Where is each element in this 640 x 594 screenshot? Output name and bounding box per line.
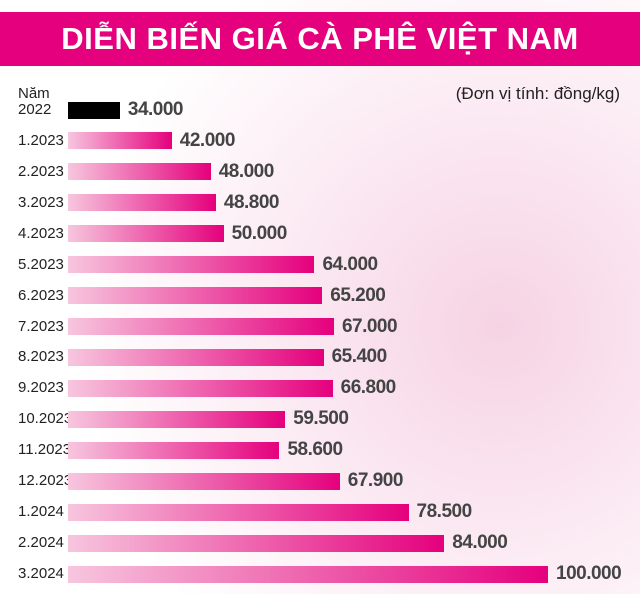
value-label: 64.000	[322, 253, 378, 275]
bar	[68, 225, 224, 243]
chart-title: DIỄN BIẾN GIÁ CÀ PHÊ VIỆT NAM	[0, 12, 640, 66]
bar	[68, 194, 216, 212]
category-label: 3.2023	[18, 193, 64, 211]
value-label: 67.900	[347, 470, 404, 492]
value-label: 59.500	[293, 408, 349, 430]
category-label: 1.2023	[18, 131, 64, 149]
category-label: 1.2024	[18, 503, 64, 521]
bar	[68, 256, 315, 274]
category-label: 3.2024	[18, 565, 64, 582]
bar	[68, 287, 323, 305]
bar	[68, 379, 333, 397]
bar	[68, 163, 211, 181]
bar	[68, 101, 120, 119]
category-label: 7.2023	[18, 317, 64, 335]
bar	[68, 441, 280, 459]
bar	[68, 410, 286, 428]
unit-note: (Đơn vị tính: đồng/kg)	[455, 84, 620, 103]
value-label: 50.000	[231, 222, 288, 244]
bar	[68, 318, 334, 336]
category-label: Năm 2022	[18, 85, 52, 118]
bar	[68, 132, 172, 150]
category-label: 2.2023	[18, 162, 64, 180]
category-label: 2.2024	[18, 534, 64, 552]
value-label: 42.000	[179, 129, 236, 151]
bar	[68, 472, 340, 490]
value-label: 84.000	[452, 532, 508, 554]
category-label: 5.2023	[18, 255, 64, 273]
value-label: 65.200	[330, 284, 386, 306]
value-label: 48.000	[218, 160, 275, 182]
value-label: 58.600	[287, 439, 343, 461]
value-label: 66.800	[340, 377, 397, 399]
value-label: 100.000	[556, 563, 622, 584]
value-label: 67.000	[341, 315, 398, 337]
value-label: 48.800	[223, 191, 280, 213]
bar	[68, 565, 548, 583]
category-label: 8.2023	[18, 348, 64, 366]
category-label: 10.2023	[18, 410, 73, 428]
value-label: 78.500	[416, 501, 473, 523]
category-label: 4.2023	[18, 224, 64, 242]
bar	[68, 348, 324, 366]
category-label: 9.2023	[18, 379, 64, 397]
category-label: 6.2023	[18, 286, 64, 304]
category-label: 11.2023	[18, 441, 72, 459]
value-label: 34.000	[127, 99, 184, 120]
bar	[68, 534, 445, 552]
category-label: 12.2023	[18, 472, 73, 490]
bar	[68, 503, 409, 521]
value-label: 65.400	[331, 346, 388, 368]
